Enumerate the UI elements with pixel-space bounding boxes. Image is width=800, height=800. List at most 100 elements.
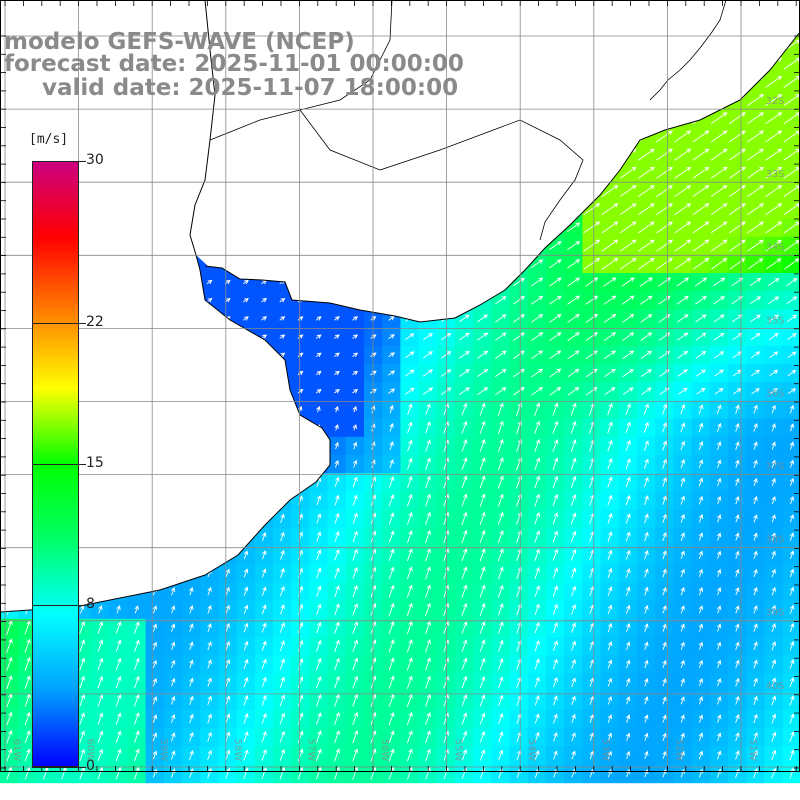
wind-arrow <box>6 748 13 762</box>
wind-arrow <box>97 694 104 707</box>
wind-arrow <box>710 130 728 143</box>
wind-arrow <box>189 677 194 687</box>
wind-arrow <box>680 586 685 596</box>
forecast-date: forecast date: 2025-11-01 00:00:00 <box>4 51 464 77</box>
wind-arrow <box>352 548 358 561</box>
wind-arrow <box>407 403 413 415</box>
wind-arrow <box>571 695 576 706</box>
wind-arrow <box>207 641 212 651</box>
wind-arrow <box>352 530 358 543</box>
wind-arrow <box>115 657 122 671</box>
wind-arrow <box>406 657 413 671</box>
wind-arrow <box>443 693 450 707</box>
wind-arrow <box>243 316 249 321</box>
wind-arrow <box>443 439 450 452</box>
wind-arrow <box>552 622 558 633</box>
wind-arrow <box>425 566 431 580</box>
wind-arrow <box>476 332 489 341</box>
wind-arrow <box>753 749 758 760</box>
wind-arrow <box>461 439 468 453</box>
wind-arrow <box>461 712 468 725</box>
wind-arrow <box>479 475 486 489</box>
wind-arrow <box>534 493 541 507</box>
latitude-label: 35S <box>765 315 784 326</box>
wind-arrow <box>498 694 504 707</box>
wind-arrow <box>423 333 433 341</box>
wind-arrow <box>789 695 795 706</box>
model-title: modelo GEFS-WAVE (NCEP) <box>4 29 355 55</box>
wind-arrow <box>662 678 667 687</box>
wind-arrow <box>79 730 86 743</box>
wind-arrow <box>696 369 706 377</box>
wind-arrow <box>607 732 613 741</box>
wind-arrow <box>479 566 486 580</box>
wind-arrow <box>717 459 722 469</box>
wind-arrow <box>316 567 322 579</box>
wind-arrow <box>789 568 795 578</box>
wind-arrow <box>334 675 340 689</box>
coastline <box>0 0 800 613</box>
wind-arrow <box>698 495 704 505</box>
wind-arrow <box>570 402 577 416</box>
wind-arrow <box>622 368 634 378</box>
wind-arrow <box>334 693 340 707</box>
wind-arrow <box>225 641 231 651</box>
wind-arrow <box>692 239 710 252</box>
colorbar-tick-label: 8 <box>86 596 95 612</box>
wind-arrow <box>692 130 710 143</box>
wind-arrow <box>749 277 762 287</box>
wind-arrow <box>607 604 613 615</box>
wind-arrow <box>677 350 689 359</box>
wind-arrow <box>243 658 249 670</box>
wind-arrow <box>771 604 776 614</box>
wind-arrow <box>316 585 322 597</box>
wind-arrow <box>513 368 525 378</box>
wind-arrow <box>747 166 764 179</box>
wind-arrow <box>698 641 704 650</box>
wind-arrow <box>352 730 359 744</box>
wind-arrow <box>625 513 631 524</box>
wind-arrow <box>352 512 358 525</box>
wind-arrow <box>747 203 764 216</box>
wind-arrow <box>750 314 761 323</box>
latitude-label: 38S <box>765 535 784 546</box>
wind-arrow <box>637 221 655 234</box>
political-borders <box>209 0 727 241</box>
wind-arrow <box>534 585 540 598</box>
wind-arrow <box>552 402 559 416</box>
wind-arrow <box>789 677 795 688</box>
wind-arrow <box>622 387 634 396</box>
wind-arrow <box>388 494 395 507</box>
wind-arrow <box>497 548 504 562</box>
wind-arrow <box>644 623 649 632</box>
wind-arrow <box>279 334 286 339</box>
wind-arrow <box>407 439 413 452</box>
wind-arrow <box>406 730 413 744</box>
wind-arrow <box>607 458 613 470</box>
wind-arrow <box>625 750 631 760</box>
wind-arrow <box>406 512 413 525</box>
wind-arrow <box>425 548 431 562</box>
wind-arrow <box>789 441 795 450</box>
wind-arrow <box>753 423 758 432</box>
wind-arrow <box>680 403 686 415</box>
wind-arrow <box>771 695 777 706</box>
wind-arrow <box>152 641 158 650</box>
wind-arrow <box>747 239 764 252</box>
wind-arrow <box>567 259 581 269</box>
wind-arrow <box>225 713 231 724</box>
wind-arrow <box>225 731 231 743</box>
wind-arrow <box>461 584 468 598</box>
wind-arrow <box>461 475 468 489</box>
wind-arrow <box>662 495 667 505</box>
wind-arrow <box>133 766 140 780</box>
wind-arrow <box>662 440 668 451</box>
wind-arrow <box>513 314 525 323</box>
wind-arrow <box>297 316 304 321</box>
wind-arrow <box>479 639 486 653</box>
wind-arrow <box>461 420 468 434</box>
wind-arrow <box>571 622 577 633</box>
wind-arrow <box>513 386 525 396</box>
wind-arrow <box>352 748 359 762</box>
